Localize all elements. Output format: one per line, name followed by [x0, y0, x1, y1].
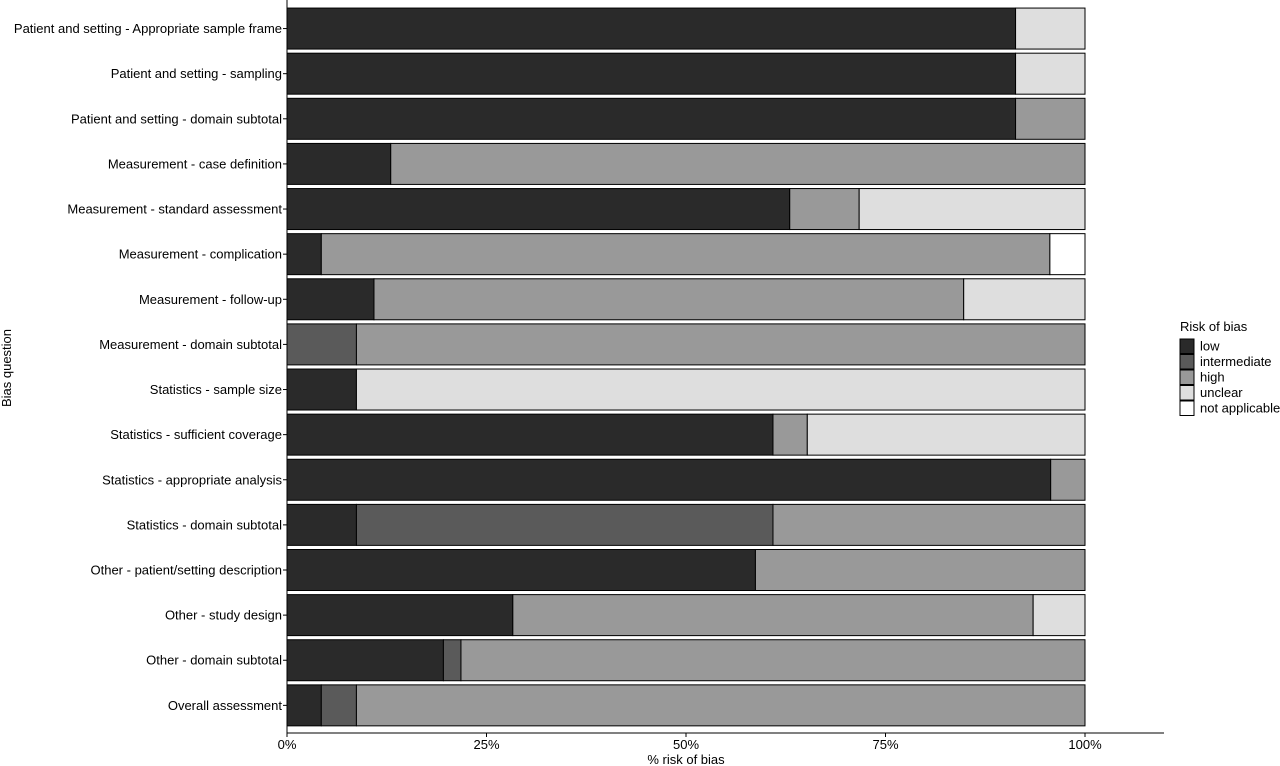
bar-segment-low-3 — [286, 97, 1017, 140]
bar-segment-intermediate-8 — [286, 323, 357, 366]
bar-segment-high-10 — [772, 413, 808, 456]
legend-key-low — [1179, 338, 1195, 354]
bar-segment-high-4 — [390, 142, 1086, 185]
bar-segment-low-13 — [286, 549, 756, 591]
bar-segment-unclear-10 — [806, 413, 1086, 456]
legend-key-intermediate — [1179, 354, 1195, 370]
bar-segment-low-1 — [286, 7, 1017, 50]
y-tick-label: Statistics - appropriate analysis — [102, 472, 282, 487]
y-tick-label: Statistics - domain subtotal — [127, 517, 282, 532]
bar-segment-low-6 — [286, 233, 322, 276]
y-axis-title: Bias question — [0, 329, 14, 407]
bar-segment-low-10 — [286, 413, 774, 456]
x-tick-label: 25% — [473, 737, 499, 752]
x-axis-title: % risk of bias — [647, 752, 725, 766]
bar-segment-unclear-2 — [1015, 52, 1086, 95]
bar-segment-low-7 — [286, 278, 375, 321]
y-tick-label: Patient and setting - sampling — [111, 66, 282, 81]
y-tick-label: Statistics - sample size — [150, 382, 282, 397]
bar-segment-low-4 — [286, 142, 392, 185]
bar-segment-high-15 — [460, 639, 1086, 682]
bar-segment-high-13 — [754, 549, 1086, 591]
bar-segment-high-7 — [373, 278, 965, 321]
legend-key-unclear — [1179, 385, 1195, 401]
bar-segment-high-3 — [1015, 97, 1086, 140]
bar-segment-intermediate-16 — [320, 684, 357, 727]
bar-segment-unclear-9 — [355, 368, 1086, 411]
bar-segment-unclear-1 — [1015, 7, 1086, 50]
y-tick-label: Measurement - complication — [119, 247, 282, 262]
bar-segment-low-15 — [286, 639, 444, 682]
legend-key-high — [1179, 369, 1195, 385]
y-tick-label: Measurement - follow-up — [139, 292, 282, 307]
y-tick-label: Measurement - case definition — [108, 156, 282, 171]
legend-label-not-applicable: not applicable — [1200, 401, 1280, 416]
bar-segment-high-11 — [1050, 458, 1086, 501]
x-tick-label: 75% — [872, 737, 898, 752]
bar-segment-high-5 — [789, 188, 860, 231]
y-tick-label: Measurement - domain subtotal — [99, 337, 282, 352]
bars-layer — [286, 7, 1086, 727]
bar-segment-high-14 — [512, 594, 1034, 637]
bar-segment-low-16 — [286, 684, 322, 727]
bar-segment-high-6 — [320, 233, 1051, 276]
bar-segment-unclear-5 — [858, 188, 1086, 231]
bar-segment-unclear-14 — [1032, 594, 1086, 637]
legend-key-not-applicable — [1179, 400, 1195, 416]
x-tick-label: 50% — [673, 737, 699, 752]
legend-label-unclear: unclear — [1200, 385, 1243, 400]
bar-segment-low-5 — [286, 188, 791, 231]
y-tick-label: Patient and setting - Appropriate sample… — [14, 21, 282, 36]
legend-label-intermediate: intermediate — [1200, 354, 1272, 369]
legend-title: Risk of bias — [1180, 319, 1248, 334]
y-tick-label: Measurement - standard assessment — [67, 202, 282, 217]
bar-segment-low-9 — [286, 368, 357, 411]
legend: Risk of bias lowintermediatehighunclearn… — [1179, 319, 1280, 416]
bar-segment-high-12 — [772, 503, 1086, 546]
y-tick-label: Other - study design — [165, 608, 282, 623]
x-tick-label: 0% — [278, 737, 297, 752]
y-tick-label: Other - domain subtotal — [146, 653, 282, 668]
legend-label-high: high — [1200, 370, 1225, 385]
bar-segment-not-applicable-6 — [1049, 233, 1086, 276]
y-tick-label: Statistics - sufficient coverage — [110, 427, 282, 442]
legend-label-low: low — [1200, 339, 1220, 354]
bar-segment-intermediate-12 — [355, 503, 774, 546]
x-tick-label: 100% — [1068, 737, 1102, 752]
bar-segment-high-16 — [355, 684, 1086, 727]
bar-segment-high-8 — [355, 323, 1086, 366]
y-tick-label: Patient and setting - domain subtotal — [71, 111, 282, 126]
y-axis-labels: Patient and setting - Appropriate sample… — [14, 21, 283, 713]
axes: 0% 25% 50% 75% 100% — [278, 0, 1164, 752]
bar-segment-low-12 — [286, 503, 357, 546]
bar-segment-low-14 — [286, 594, 514, 637]
bar-segment-low-11 — [286, 458, 1052, 501]
bar-segment-low-2 — [286, 52, 1017, 95]
y-tick-label: Overall assessment — [168, 698, 283, 713]
bar-segment-intermediate-15 — [442, 639, 462, 682]
bar-segment-unclear-7 — [963, 278, 1086, 321]
y-tick-label: Other - patient/setting description — [91, 563, 283, 578]
